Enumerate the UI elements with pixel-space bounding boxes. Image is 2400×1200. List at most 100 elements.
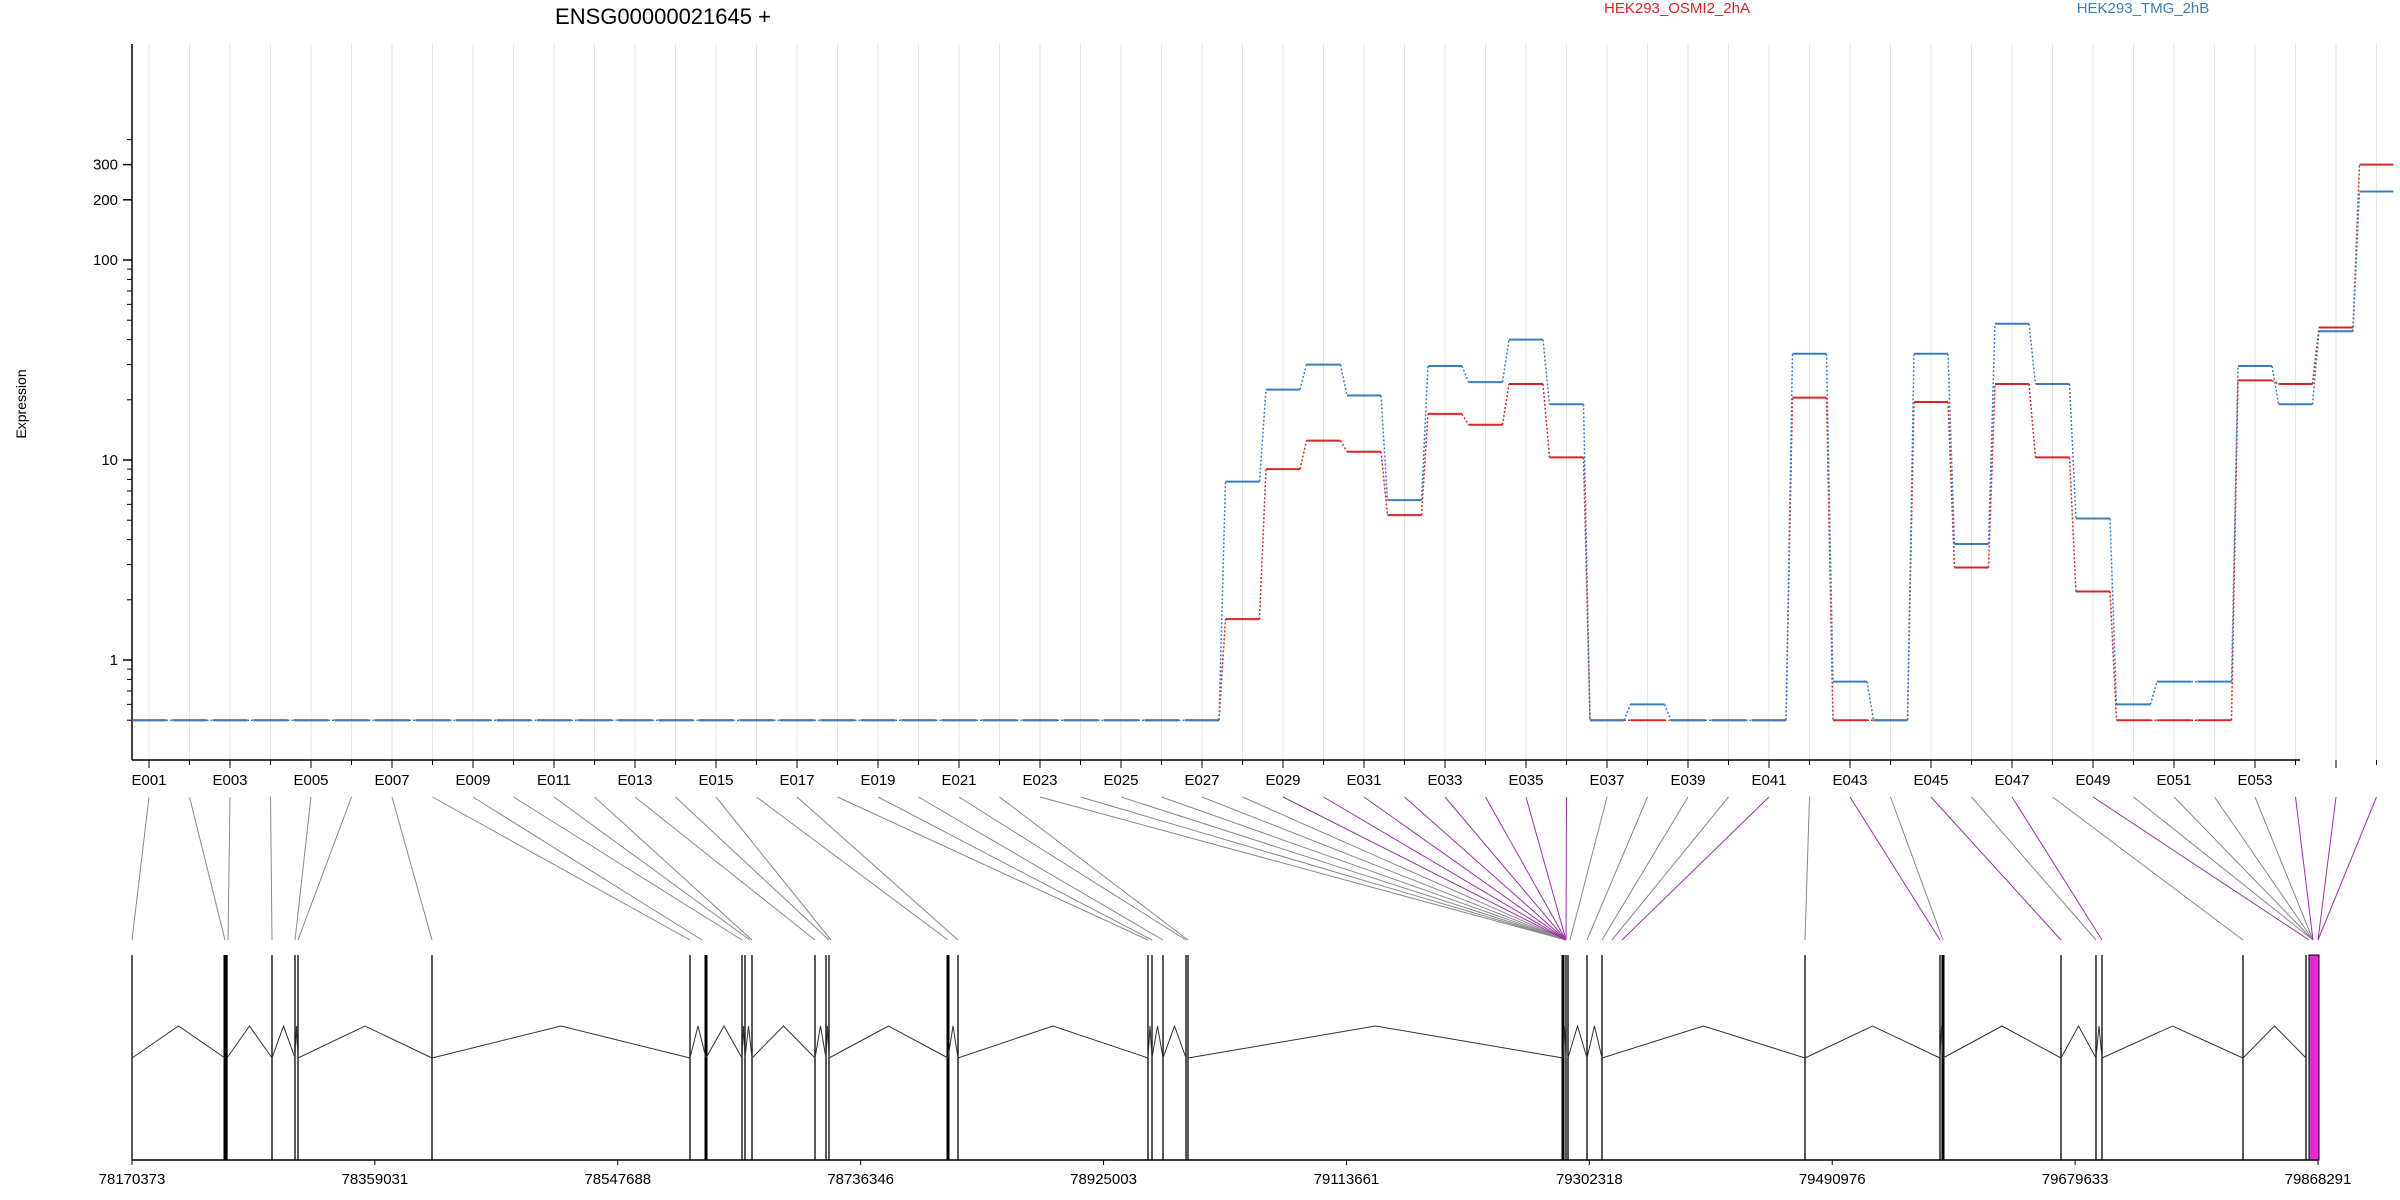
- exon-label: E043: [1832, 772, 1867, 789]
- series-connector: [1420, 413, 1429, 516]
- exon-connector: [1586, 796, 1648, 941]
- exon-connector: [1525, 796, 1567, 941]
- exon-connector: [1282, 796, 1567, 941]
- exon-connector: [1569, 796, 1608, 941]
- exon-connector: [2317, 796, 2337, 941]
- exon-connector: [1323, 796, 1567, 941]
- genomic-tick-label: 78170373: [99, 1171, 166, 1188]
- series-connector: [1825, 397, 1834, 721]
- exon-connector: [756, 796, 949, 941]
- exon-connector: [2011, 796, 2103, 941]
- exon-connector: [270, 796, 273, 941]
- genomic-tick-label: 79868291: [2285, 1171, 2352, 1188]
- intron-line: [431, 1025, 691, 1059]
- exon-label: E013: [617, 772, 652, 789]
- exon-connector: [391, 796, 433, 941]
- legend-series-1: HEK293_OSMI2_2hA: [1604, 0, 1750, 17]
- series-connector: [2271, 379, 2279, 385]
- intron-line: [2242, 1025, 2307, 1059]
- intron-line: [294, 1025, 299, 1059]
- exon-label: E001: [131, 772, 166, 789]
- intron-line: [1601, 1025, 1806, 1059]
- exon-connector: [2214, 796, 2314, 941]
- exon-connector: [958, 796, 1187, 941]
- exon-connector: [1804, 796, 1810, 941]
- series-2: [131, 190, 2394, 722]
- series-connector: [2230, 366, 2239, 682]
- intron-line: [1586, 1025, 1603, 1059]
- intron-line: [1567, 1024, 1588, 1059]
- series-connector: [2028, 323, 2037, 385]
- exon-connector: [2254, 796, 2314, 941]
- exon-connector: [472, 796, 703, 941]
- series-connector: [2352, 191, 2361, 332]
- exon-label: E011: [537, 772, 571, 789]
- exon-label: E005: [293, 772, 328, 789]
- y-tick-label: 200: [93, 192, 118, 209]
- genomic-tick-label: 79302318: [1556, 1171, 1623, 1188]
- series-connector: [2311, 331, 2320, 405]
- genomic-tick-label: 79113661: [1314, 1171, 1380, 1188]
- genomic-tick-label: 78359031: [342, 1171, 409, 1188]
- series-connector: [1947, 353, 1956, 545]
- exon-connector: [1621, 796, 1770, 941]
- series-connector: [1258, 469, 1267, 620]
- genomic-axis: 78170373 78359031 78547688 78736346 78925003…: [99, 1159, 2352, 1188]
- exon-connector: [294, 796, 312, 941]
- intron-line: [131, 1025, 226, 1059]
- highlighted-exon: [2308, 954, 2320, 1161]
- exon-label: E007: [374, 772, 409, 789]
- exon-label: E029: [1265, 772, 1300, 789]
- exon-connector: [1971, 796, 2097, 941]
- series-connector: [1218, 619, 1227, 721]
- exon-connector: [1161, 796, 1567, 941]
- exon-connector: [675, 796, 830, 941]
- exon-connector: [553, 796, 751, 941]
- exon-connector: [1039, 796, 1567, 941]
- series-1: [131, 163, 2394, 722]
- exon-connector: [1242, 796, 1567, 941]
- intron-line: [689, 1025, 707, 1059]
- exon-label: E033: [1427, 772, 1462, 789]
- exon-connector: [2317, 796, 2377, 941]
- intron-line: [1804, 1025, 1941, 1059]
- series-connector: [1258, 389, 1267, 482]
- series-connector: [2149, 681, 2158, 705]
- exon-connectors: [131, 796, 2377, 941]
- exon-connector: [1930, 796, 2062, 941]
- exon-connector: [715, 796, 832, 941]
- series-connector: [2109, 518, 2118, 705]
- series-connector: [1825, 353, 1834, 682]
- intron-line: [1147, 1025, 1153, 1059]
- y-tick-label: 100: [93, 252, 118, 269]
- series-connector: [2068, 383, 2077, 519]
- intron-line: [2101, 1025, 2244, 1059]
- exon-connector: [1849, 796, 1941, 941]
- exon-label: E015: [698, 772, 733, 789]
- series-connector: [1339, 440, 1348, 453]
- series-connector: [1218, 481, 1227, 721]
- series-connector: [2271, 365, 2280, 405]
- exon-label: E047: [1994, 772, 2029, 789]
- exon-connector: [1601, 796, 1689, 941]
- genomic-tick-label: 79679633: [2042, 1171, 2109, 1188]
- exon-connector: [796, 796, 959, 941]
- intron-line: [947, 1025, 959, 1059]
- series-connector: [1420, 365, 1429, 501]
- y-tick-label: 1: [110, 652, 118, 669]
- genomic-tick-label: 79490976: [1799, 1171, 1866, 1188]
- exon-connector: [1363, 796, 1567, 941]
- exon-connector: [1404, 796, 1567, 941]
- exon-connector: [1120, 796, 1567, 941]
- exon-label: E039: [1670, 772, 1705, 789]
- intron-line: [2095, 1025, 2103, 1059]
- series-connector: [1380, 395, 1389, 501]
- exon-label: E025: [1103, 772, 1138, 789]
- exon-connector: [2052, 796, 2244, 941]
- series-connector: [1906, 353, 1915, 721]
- exon-label: E041: [1751, 772, 1786, 789]
- axes: [131, 44, 2300, 761]
- exon-label: E027: [1184, 772, 1219, 789]
- intron-line: [1939, 1025, 1944, 1059]
- intron-line: [2060, 1024, 2097, 1059]
